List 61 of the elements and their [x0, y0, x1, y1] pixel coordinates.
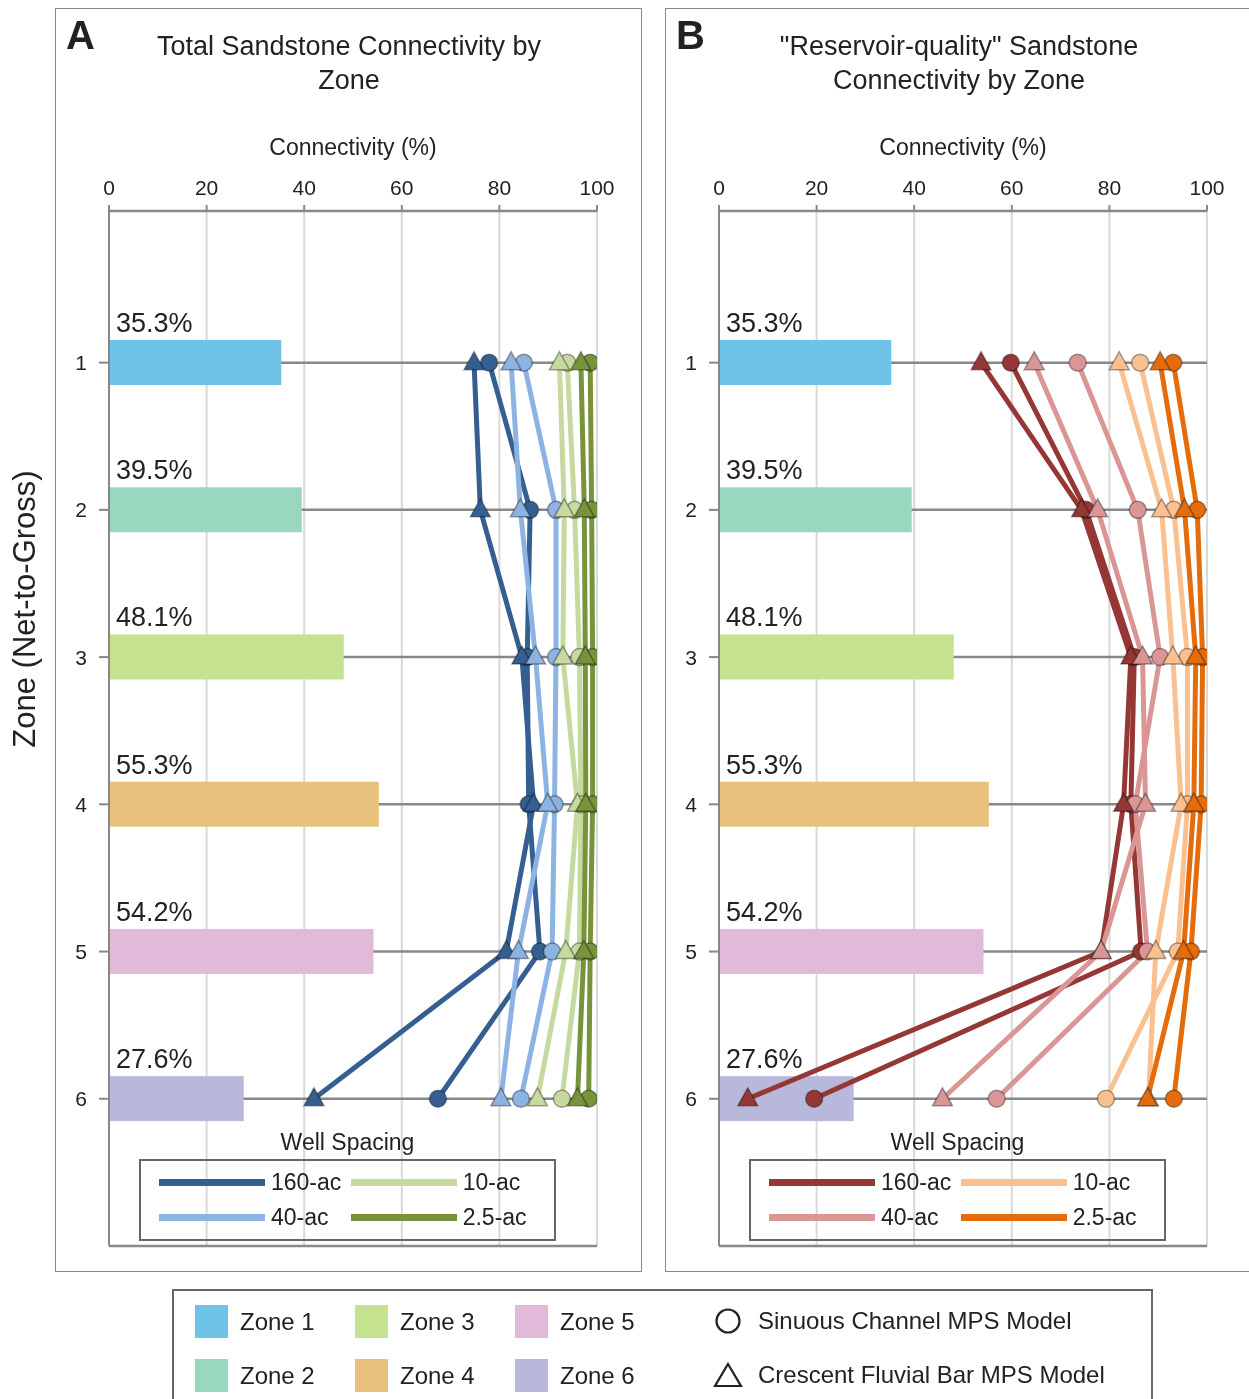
data-label: 39.5% — [116, 455, 193, 486]
legend-label: Zone 5 — [560, 1307, 635, 1336]
y-tick-label: 3 — [685, 645, 697, 669]
legend-label: 40-ac — [271, 1204, 329, 1231]
y-axis-title: Zone (Net-to-Gross) — [7, 470, 43, 748]
x-tick-label: 60 — [1000, 176, 1024, 199]
legend-label: Zone 4 — [400, 1361, 475, 1390]
legend-label: 160-ac — [881, 1169, 952, 1196]
y-tick-label: 1 — [75, 351, 87, 375]
x-tick-label: 100 — [579, 176, 615, 199]
legend-label: 2.5-ac — [462, 1204, 527, 1231]
x-tick-label: 40 — [292, 176, 316, 199]
data-label: 35.3% — [726, 308, 803, 339]
x-tick-label: 80 — [487, 176, 512, 199]
legend-label: 10-ac — [462, 1169, 521, 1196]
x-tick-label: 60 — [390, 176, 414, 199]
x-tick-label: 80 — [1097, 176, 1122, 199]
data-label: 48.1% — [726, 602, 803, 633]
y-tick-label: 6 — [75, 1087, 87, 1111]
y-tick-label: 3 — [75, 645, 87, 669]
legend-label: 40-ac — [881, 1204, 939, 1231]
x-tick-label: 0 — [713, 176, 725, 199]
y-tick-label: 5 — [685, 940, 697, 963]
chart-title: Total Sandstone Connectivity by Zone — [155, 30, 543, 97]
x-tick-label: 100 — [1189, 176, 1225, 199]
chart-title: "Reservoir-quality" Sandstone Connectivity by Zone — [778, 30, 1140, 97]
x-tick-label: 20 — [194, 176, 219, 199]
data-label: 54.2% — [726, 896, 803, 927]
y-tick-label: 6 — [685, 1087, 697, 1111]
legend-title: Well Spacing — [889, 1129, 1026, 1157]
legend-label: Zone 1 — [240, 1307, 315, 1336]
data-label: 27.6% — [726, 1044, 803, 1075]
text: Sinuous Channel MPS Model — [758, 1307, 1072, 1335]
y-tick-label: 2 — [75, 498, 87, 522]
data-label: 35.3% — [116, 308, 193, 339]
data-label: 48.1% — [116, 602, 193, 633]
text: A — [66, 13, 95, 58]
legend-label: Zone 6 — [560, 1361, 635, 1390]
y-tick-label: 1 — [685, 351, 697, 375]
data-label: 39.5% — [726, 455, 803, 486]
data-label: 27.6% — [116, 1044, 193, 1075]
y-tick-label: 5 — [75, 940, 87, 963]
legend-label: 160-ac — [271, 1169, 342, 1196]
legend-label: 10-ac — [1072, 1169, 1131, 1196]
x-tick-label: 20 — [804, 176, 829, 199]
y-tick-label: 2 — [685, 498, 697, 522]
data-label: 55.3% — [116, 749, 193, 780]
text: B — [676, 13, 705, 58]
x-tick-label: 40 — [902, 176, 926, 199]
text: Crescent Fluvial Bar MPS Model — [758, 1361, 1105, 1389]
x-axis-title: Connectivity (%) — [879, 134, 1047, 161]
legend-label: Zone 3 — [400, 1307, 475, 1336]
data-label: 55.3% — [726, 749, 803, 780]
data-label: 54.2% — [116, 896, 193, 927]
legend-title: Well Spacing — [279, 1129, 416, 1157]
x-tick-label: 0 — [103, 176, 115, 199]
x-axis-title: Connectivity (%) — [269, 134, 437, 161]
y-tick-label: 4 — [685, 792, 698, 816]
legend-label: Zone 2 — [240, 1361, 315, 1390]
legend-label: 2.5-ac — [1072, 1204, 1137, 1231]
y-tick-label: 4 — [75, 792, 88, 816]
